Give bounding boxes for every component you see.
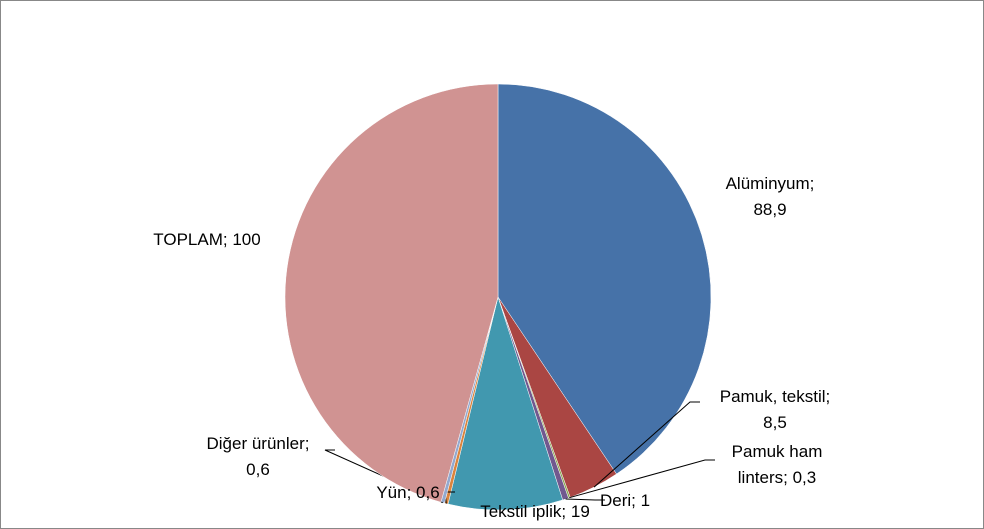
- data-label: Tekstil iplik; 19: [480, 502, 590, 521]
- data-label: Pamuk, tekstil; 8,5: [719, 387, 831, 432]
- data-label: Alüminyum; 88,9: [725, 174, 815, 219]
- data-label: Deri; 1: [599, 491, 651, 510]
- pie-slice: [447, 296, 564, 511]
- leader-line: [565, 498, 605, 501]
- leader-line: [593, 401, 700, 488]
- data-label: TOPLAM; 100: [153, 230, 261, 249]
- data-label: Diğer ürünler; 0,6: [206, 434, 310, 479]
- data-label: Yün; 0,6: [376, 483, 440, 502]
- leader-line: [569, 459, 715, 499]
- pie-slice: [284, 83, 499, 503]
- data-label: Pamuk ham linters; 0,3: [731, 442, 823, 487]
